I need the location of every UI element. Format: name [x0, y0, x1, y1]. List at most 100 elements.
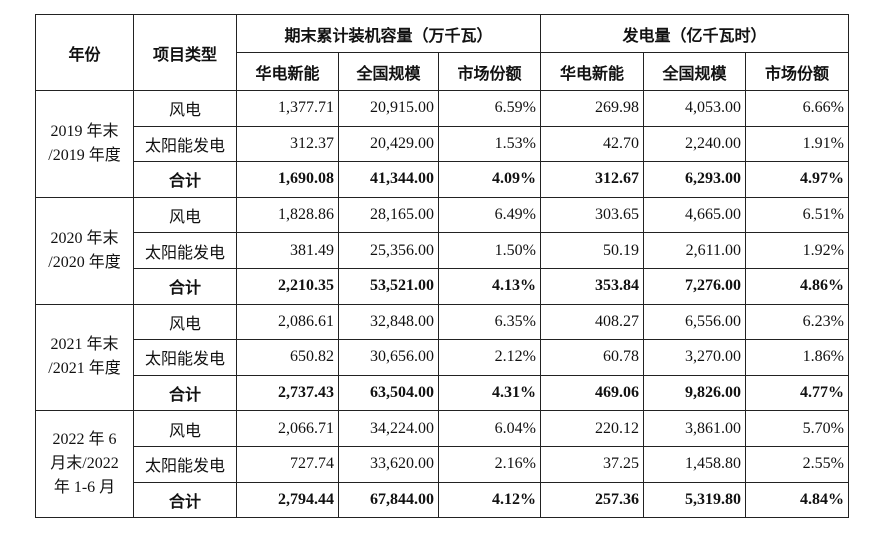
value-cell: 4,053.00 — [643, 90, 746, 127]
type-cell: 合计 — [133, 481, 237, 519]
year-line: 2020 年末 — [50, 229, 119, 247]
value-cell: 727.74 — [236, 445, 339, 483]
value-cell: 30,656.00 — [338, 339, 439, 376]
value-cell: 6,556.00 — [643, 303, 746, 341]
header-column: 市场份额 — [745, 52, 849, 91]
value-cell: 2.55% — [745, 445, 849, 483]
type-cell: 太阳能发电 — [133, 445, 237, 483]
table-row: 太阳能发电 381.49 25,356.00 1.50% 50.19 2,611.00 1.… — [36, 232, 849, 269]
header-group: 发电量（亿千瓦时） — [540, 14, 849, 53]
header-column: 市场份额 — [438, 52, 541, 91]
value-cell: 42.70 — [540, 125, 644, 163]
value-cell: 381.49 — [236, 232, 339, 269]
type-cell: 风电 — [133, 196, 237, 234]
value-cell: 6.66% — [745, 90, 849, 127]
table-row: 太阳能发电 727.74 33,620.00 2.16% 37.25 1,458.80 2.… — [36, 445, 849, 483]
value-cell: 60.78 — [540, 339, 644, 376]
value-cell: 4.97% — [745, 161, 849, 198]
value-cell: 25,356.00 — [338, 232, 439, 269]
value-cell: 6.49% — [438, 196, 541, 234]
value-cell: 1.91% — [745, 125, 849, 163]
header-year: 年份 — [35, 14, 134, 91]
value-cell: 37.25 — [540, 445, 644, 483]
table-row: 合计 2,737.43 63,504.00 4.31% 469.06 9,826.00 4.… — [36, 374, 849, 412]
value-cell: 3,270.00 — [643, 339, 746, 376]
value-cell: 53,521.00 — [338, 267, 439, 305]
value-cell: 2,794.44 — [236, 481, 339, 519]
value-cell: 1.86% — [745, 339, 849, 376]
value-cell: 269.98 — [540, 90, 644, 127]
year-line: 月末/2022 — [50, 455, 119, 473]
value-cell: 408.27 — [540, 303, 644, 341]
value-cell: 4.31% — [438, 374, 541, 412]
header-column: 华电新能 — [236, 52, 339, 91]
value-cell: 3,861.00 — [643, 410, 746, 447]
value-cell: 2,737.43 — [236, 374, 339, 412]
value-cell: 34,224.00 — [338, 410, 439, 447]
value-cell: 4.77% — [745, 374, 849, 412]
table-row: 太阳能发电 650.82 30,656.00 2.12% 60.78 3,270.00 1.… — [36, 339, 849, 376]
header-column: 全国规模 — [338, 52, 439, 91]
year-line: /2020 年度 — [48, 253, 121, 271]
value-cell: 5.70% — [745, 410, 849, 447]
value-cell: 7,276.00 — [643, 267, 746, 305]
value-cell: 20,429.00 — [338, 125, 439, 163]
type-cell: 太阳能发电 — [133, 339, 237, 376]
year-line: 2021 年末 — [50, 336, 119, 354]
value-cell: 303.65 — [540, 196, 644, 234]
table-row: 合计 1,690.08 41,344.00 4.09% 312.67 6,293.00 4.… — [36, 161, 849, 198]
value-cell: 2,240.00 — [643, 125, 746, 163]
value-cell: 1,828.86 — [236, 196, 339, 234]
year-line: 年 1-6 月 — [53, 479, 116, 497]
value-cell: 32,848.00 — [338, 303, 439, 341]
value-cell: 650.82 — [236, 339, 339, 376]
value-cell: 50.19 — [540, 232, 644, 269]
header-column: 华电新能 — [540, 52, 644, 91]
value-cell: 6.59% — [438, 90, 541, 127]
value-cell: 1.92% — [745, 232, 849, 269]
table-row: 合计 2,794.44 67,844.00 4.12% 257.36 5,319.80 4.… — [36, 481, 849, 519]
value-cell: 63,504.00 — [338, 374, 439, 412]
value-cell: 2.16% — [438, 445, 541, 483]
value-cell: 6.35% — [438, 303, 541, 341]
value-cell: 257.36 — [540, 481, 644, 519]
value-cell: 353.84 — [540, 267, 644, 305]
value-cell: 1.50% — [438, 232, 541, 269]
value-cell: 41,344.00 — [338, 161, 439, 198]
value-cell: 220.12 — [540, 410, 644, 447]
header-type: 项目类型 — [133, 14, 237, 91]
value-cell: 5,319.80 — [643, 481, 746, 519]
value-cell: 1.53% — [438, 125, 541, 163]
year-line: 2019 年末 — [50, 122, 119, 140]
value-cell: 4.86% — [745, 267, 849, 305]
table-row: 2020 年末/2020 年度 风电 1,828.86 28,165.00 6.49% 3… — [35, 196, 849, 305]
type-cell: 风电 — [133, 303, 237, 341]
value-cell: 2,611.00 — [643, 232, 746, 269]
value-cell: 4.84% — [745, 481, 849, 519]
value-cell: 4.13% — [438, 267, 541, 305]
value-cell: 2,086.61 — [236, 303, 339, 341]
value-cell: 4.12% — [438, 481, 541, 519]
type-cell: 合计 — [133, 267, 237, 305]
table-row: 2021 年末/2021 年度 风电 2,086.61 32,848.00 6.35% 4… — [35, 303, 849, 412]
type-cell: 合计 — [133, 374, 237, 412]
value-cell: 312.37 — [236, 125, 339, 163]
value-cell: 312.67 — [540, 161, 644, 198]
table-row: 2019 年末/2019 年度 风电 1,377.71 20,915.00 6.59% 2… — [35, 90, 849, 198]
value-cell: 6.04% — [438, 410, 541, 447]
value-cell: 28,165.00 — [338, 196, 439, 234]
type-cell: 风电 — [133, 90, 237, 127]
type-cell: 太阳能发电 — [133, 232, 237, 269]
year-line: 2022 年 6 — [52, 431, 117, 449]
year-line: /2021 年度 — [48, 360, 121, 378]
year-cell: 2021 年末/2021 年度 — [35, 303, 134, 412]
value-cell: 33,620.00 — [338, 445, 439, 483]
data-table: 年份 项目类型 期末累计装机容量（万千瓦） 发电量（亿千瓦时） 华电新能 全国规模… — [35, 14, 849, 519]
value-cell: 67,844.00 — [338, 481, 439, 519]
type-cell: 风电 — [133, 410, 237, 447]
value-cell: 9,826.00 — [643, 374, 746, 412]
type-cell: 太阳能发电 — [133, 125, 237, 163]
value-cell: 6,293.00 — [643, 161, 746, 198]
table-row: 合计 2,210.35 53,521.00 4.13% 353.84 7,276.00 4.… — [36, 267, 849, 305]
